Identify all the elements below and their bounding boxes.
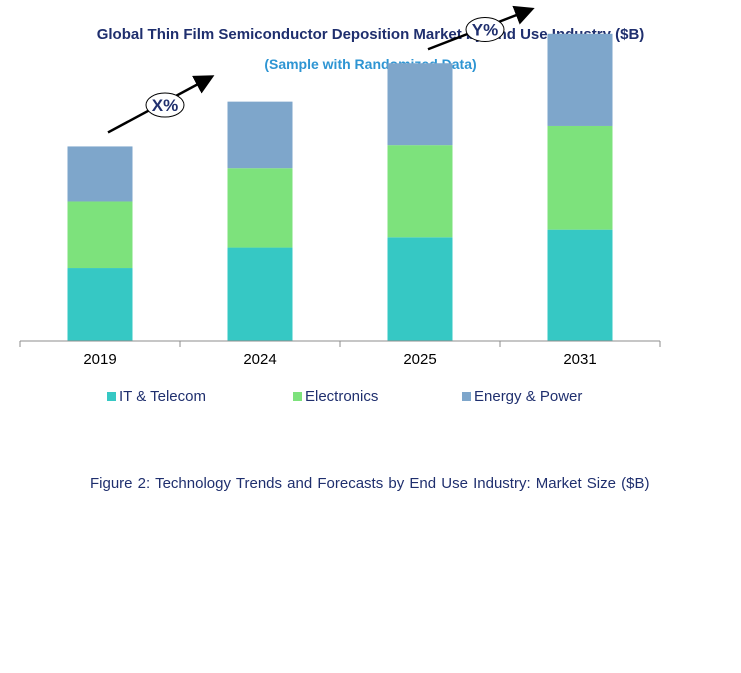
bar-energy-power-2025 bbox=[387, 63, 453, 146]
bar-energy-power-2019 bbox=[67, 146, 133, 202]
bar-electronics-2024 bbox=[227, 168, 293, 248]
bar-it-telecom-2024 bbox=[227, 247, 293, 341]
bar-electronics-2031 bbox=[547, 125, 613, 230]
bar-electronics-2019 bbox=[67, 201, 133, 269]
chart-title: Global Thin Film Semiconductor Depositio… bbox=[96, 26, 645, 43]
x-tick-label-2024: 2024 bbox=[243, 351, 276, 368]
bar-it-telecom-2019 bbox=[67, 268, 133, 341]
bar-energy-power-2031 bbox=[547, 33, 613, 126]
bar-it-telecom-2025 bbox=[387, 237, 453, 341]
x-tick-label-2019: 2019 bbox=[83, 351, 116, 368]
bar-energy-power-2024 bbox=[227, 101, 293, 169]
legend-swatch-electronics bbox=[293, 392, 302, 401]
x-tick-label-2031: 2031 bbox=[563, 351, 596, 368]
legend-item-electronics: Electronics bbox=[293, 388, 378, 405]
growth-label-ellipse-1 bbox=[465, 17, 505, 43]
legend-item-energy-power: Energy & Power bbox=[462, 388, 582, 405]
bar-it-telecom-2031 bbox=[547, 229, 613, 341]
legend-label-it-telecom: IT & Telecom bbox=[119, 388, 206, 405]
bar-electronics-2025 bbox=[387, 145, 453, 238]
growth-label-0: X% bbox=[152, 96, 178, 115]
legend-swatch-energy-power bbox=[462, 392, 471, 401]
legend-item-it-telecom: IT & Telecom bbox=[107, 388, 206, 405]
legend-label-electronics: Electronics bbox=[305, 388, 379, 405]
legend-label-energy-power: Energy & Power bbox=[474, 388, 583, 405]
growth-label-1: Y% bbox=[472, 21, 498, 40]
x-tick-label-2025: 2025 bbox=[403, 351, 436, 368]
growth-label-ellipse-0 bbox=[145, 92, 185, 118]
figure-caption: Figure 2: Technology Trends and Forecast… bbox=[90, 475, 650, 492]
legend-swatch-it-telecom bbox=[107, 392, 116, 401]
